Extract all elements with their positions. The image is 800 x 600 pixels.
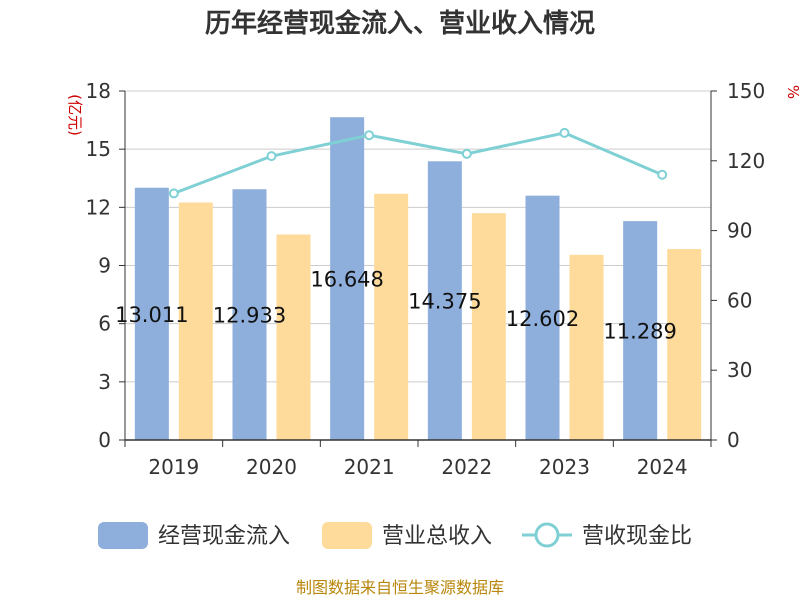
data-labels: 13.011 12.933 16.648 14.375 12.602 11.289 [115, 268, 677, 344]
ratio-polyline [173, 131, 663, 195]
ratio-point [266, 151, 277, 162]
legend-swatch[interactable] [98, 522, 148, 549]
ratio-point [559, 127, 570, 138]
bar-revenue [471, 213, 506, 440]
x-tick-label: 2021 [344, 455, 395, 479]
bar-value-label: 13.011 [115, 303, 188, 327]
grid-lines [125, 90, 711, 441]
bar-value-label: 14.375 [408, 290, 481, 314]
left-tick-label: 9 [98, 254, 111, 278]
legend-label[interactable]: 营业总收入 [382, 524, 492, 549]
x-tick-label: 2022 [441, 455, 492, 479]
bar-revenue [276, 234, 311, 440]
ratio-point [168, 188, 179, 199]
right-tick-label: 150 [727, 79, 765, 103]
bar-cash-inflow [623, 221, 658, 440]
bar-value-label: 11.289 [603, 320, 676, 344]
right-tick-label: 90 [727, 219, 752, 243]
ratio-line [168, 127, 668, 199]
source-note: 制图数据来自恒生聚源数据库 [296, 578, 504, 597]
x-tick-label: 2019 [148, 455, 199, 479]
left-tick-label: 3 [98, 370, 111, 394]
bar-cash-inflow [525, 195, 560, 440]
bar-cash-inflow [232, 189, 267, 440]
left-tick-label: 18 [86, 79, 111, 103]
ratio-point [461, 148, 472, 159]
bar-cash-inflow [427, 161, 462, 440]
bar-cash-inflow [134, 187, 169, 440]
bar-revenue [569, 254, 604, 440]
bar-revenue [178, 202, 213, 440]
left-axis-unit: (亿元) [66, 94, 84, 136]
right-tick-label: 30 [727, 358, 752, 382]
right-axis-unit: % [784, 85, 800, 99]
left-tick-label: 15 [86, 137, 111, 161]
left-tick-label: 0 [98, 428, 111, 452]
x-tick-label: 2020 [246, 455, 297, 479]
left-tick-label: 12 [86, 195, 111, 219]
legend-swatch[interactable] [322, 522, 372, 549]
bar-cash-inflow [330, 117, 365, 440]
bar-revenue [374, 193, 409, 440]
bar-value-label: 16.648 [310, 268, 383, 292]
right-tick-label: 0 [727, 428, 740, 452]
bar-value-label: 12.933 [213, 304, 286, 328]
legend-label[interactable]: 经营现金流入 [158, 524, 290, 549]
x-tick-label: 2024 [637, 455, 688, 479]
chart-title: 历年经营现金流入、营业收入情况 [205, 8, 595, 39]
left-tick-label: 6 [98, 312, 111, 336]
right-tick-label: 120 [727, 149, 765, 173]
x-tick-label: 2023 [539, 455, 590, 479]
bar-value-label: 12.602 [506, 307, 579, 331]
legend-marker[interactable] [534, 522, 560, 548]
right-tick-label: 60 [727, 288, 752, 312]
ratio-point [657, 169, 668, 180]
legend[interactable]: 经营现金流入 营业总收入 营收现金比 [98, 522, 692, 549]
legend-label[interactable]: 营收现金比 [582, 524, 692, 549]
bar-revenue [667, 249, 702, 440]
axes: 0 3 6 9 12 15 18 0 30 60 90 120 150 2019 2020 2021 2022 2… [86, 79, 766, 479]
ratio-point [364, 130, 375, 141]
bars [134, 117, 702, 440]
